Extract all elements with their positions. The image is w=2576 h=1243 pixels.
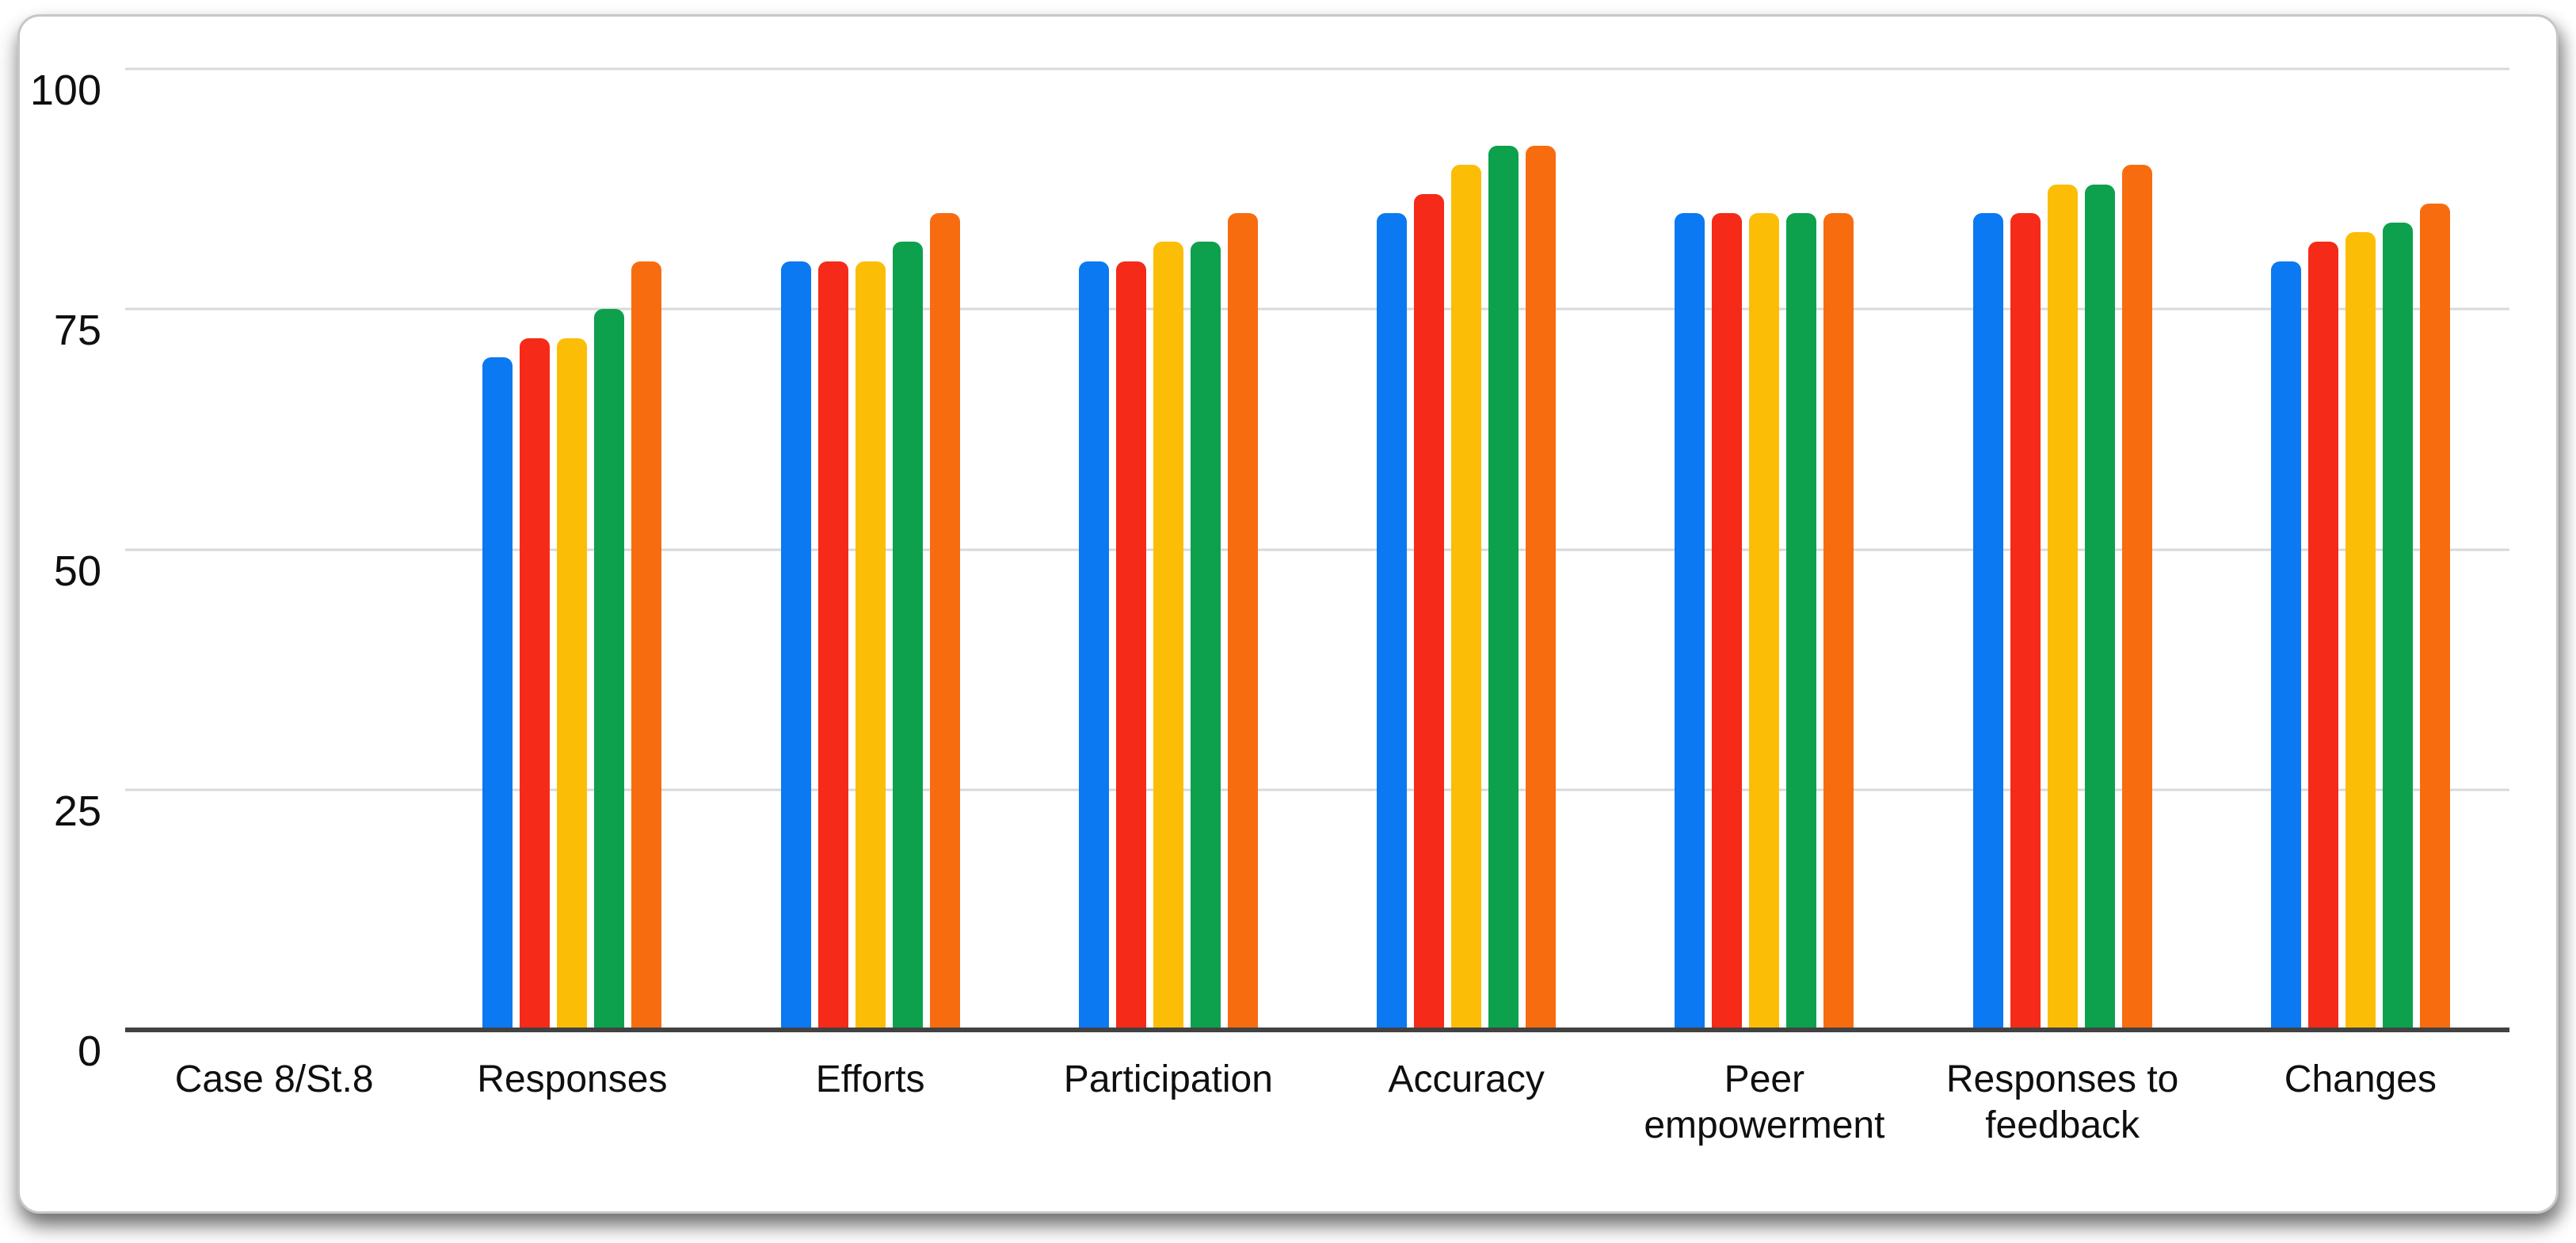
x-axis-labels: Case 8/St.8 Responses Efforts Participation… (125, 1057, 2509, 1148)
bar-series4-cat7 (2382, 223, 2413, 1030)
x-axis-label-1: Responses (477, 1058, 668, 1100)
bar-series1-cat2 (780, 261, 811, 1030)
bar-group-1 (482, 69, 662, 1030)
bar-series2-cat4 (1414, 193, 1445, 1030)
plot-area: 0 25 50 75 100 Case 8/St.8 Responses Efforts Pa… (30, 67, 2509, 1146)
bar-group-4 (1377, 69, 1557, 1030)
bar-series5-cat6 (2121, 165, 2152, 1030)
y-tick-label-75: 75 (53, 307, 101, 355)
bar-series4-cat5 (1786, 212, 1817, 1030)
x-axis-label-3: Participation (1063, 1058, 1273, 1100)
bar-series1-cat7 (2270, 261, 2301, 1030)
y-axis-labels: 0 25 50 75 100 (30, 69, 2509, 1073)
bar-series2-cat1 (520, 337, 551, 1030)
gridlines (125, 67, 2509, 1032)
bar-group-2 (780, 69, 960, 1030)
x-axis-label-4: Accuracy (1388, 1058, 1545, 1100)
bar-group-3 (1078, 69, 1258, 1030)
bar-series5-cat3 (1227, 212, 1258, 1030)
bar-series3-cat3 (1153, 242, 1183, 1030)
y-tick-label-25: 25 (53, 787, 101, 835)
bar-series2-cat2 (817, 261, 848, 1030)
bar-series3-cat2 (855, 261, 886, 1030)
bar-series1-cat5 (1675, 212, 1705, 1030)
chart-card: 0 25 50 75 100 Case 8/St.8 Responses Efforts Pa… (17, 14, 2559, 1214)
gridline-100 (125, 67, 2509, 71)
gridline-50 (125, 548, 2509, 551)
bar-series4-cat1 (594, 309, 625, 1030)
bar-series4-cat3 (1190, 242, 1221, 1030)
bar-series3-cat1 (557, 337, 588, 1030)
bar-series5-cat1 (631, 261, 662, 1030)
category-slot-5 (1615, 69, 1913, 1030)
bar-series1-cat3 (1078, 261, 1109, 1030)
bar-series2-cat7 (2307, 242, 2338, 1030)
bar-series4-cat6 (2084, 184, 2115, 1030)
x-axis-label-6: Responses to feedback (1945, 1058, 2179, 1146)
x-axis-baseline (125, 1028, 2509, 1032)
x-axis-label-5: Peer empowerment (1644, 1058, 1885, 1146)
x-axis-label-7: Changes (2284, 1058, 2437, 1100)
bar-series2-cat5 (1712, 212, 1743, 1030)
bar-series4-cat2 (892, 242, 923, 1030)
bar-series3-cat4 (1451, 165, 1482, 1030)
bar-series5-cat5 (1823, 212, 1854, 1030)
category-slot-6 (1914, 69, 2212, 1030)
bar-series3-cat7 (2345, 232, 2376, 1030)
bar-series1-cat6 (1972, 212, 2003, 1030)
bar-series5-cat7 (2419, 203, 2450, 1030)
gridline-75 (125, 307, 2509, 311)
bar-group-6 (1972, 69, 2152, 1030)
category-slot-0 (125, 69, 423, 1030)
bar-group-5 (1675, 69, 1854, 1030)
x-axis-label-2: Efforts (815, 1058, 925, 1100)
category-slot-3 (1019, 69, 1317, 1030)
category-slot-7 (2212, 69, 2509, 1030)
bar-series1-cat1 (482, 357, 513, 1030)
category-slot-4 (1317, 69, 1615, 1030)
gridline-25 (125, 788, 2509, 791)
bar-group-7 (2270, 69, 2450, 1030)
bar-series5-cat4 (1526, 146, 1557, 1030)
x-axis-label-0: Case 8/St.8 (174, 1058, 374, 1100)
bar-series3-cat5 (1749, 212, 1780, 1030)
y-tick-label-100: 100 (29, 67, 101, 114)
bar-series2-cat6 (2010, 212, 2041, 1030)
bar-series1-cat4 (1377, 212, 1408, 1030)
bar-groups (125, 69, 2509, 1030)
y-tick-label-50: 50 (53, 547, 101, 595)
y-tick-label-0: 0 (77, 1028, 101, 1075)
bar-series2-cat3 (1115, 261, 1146, 1030)
bar-series3-cat6 (2047, 184, 2078, 1030)
category-slot-2 (722, 69, 1019, 1030)
bar-series4-cat4 (1488, 146, 1519, 1030)
category-slot-1 (423, 69, 721, 1030)
bar-series5-cat2 (929, 212, 960, 1030)
